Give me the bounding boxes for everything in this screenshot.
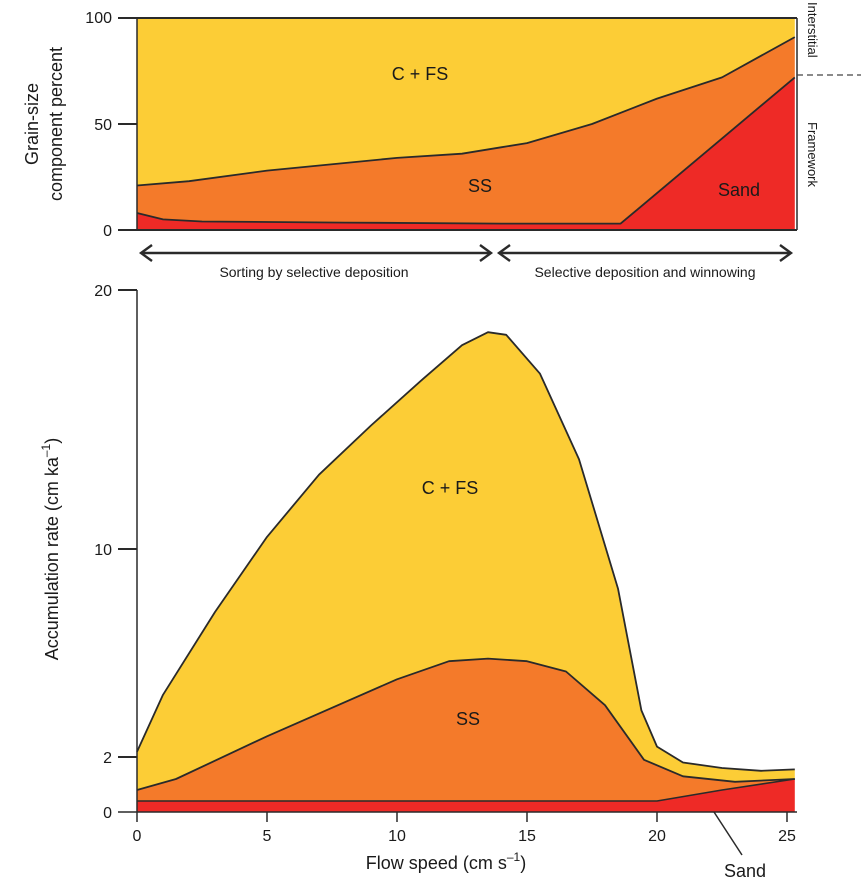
label-interstitial: Interstitial	[805, 2, 820, 58]
arrow-left-head-left	[138, 244, 153, 262]
label-framework: Framework	[805, 122, 820, 188]
bottom-xlabel-end: )	[520, 853, 526, 873]
bottom-ss-boundary-line	[136, 657, 795, 791]
bottom-ylabel-end: )	[42, 438, 62, 444]
top-label-ss: SS	[468, 176, 492, 196]
bottom-ytick-label-20: 20	[94, 283, 112, 300]
bottom-label-ss: SS	[456, 709, 480, 729]
top-ytick-label-50: 50	[94, 117, 112, 134]
bottom-label-sand: Sand	[724, 861, 766, 881]
arrow-row: Sorting by selective deposition Selectiv…	[138, 244, 794, 280]
top-label-sand: Sand	[718, 180, 760, 200]
top-sand-boundary-line	[136, 76, 796, 225]
xtick-label-0: 0	[133, 828, 142, 845]
arrow-left-head-right	[479, 244, 494, 262]
top-ytick-label-0: 0	[103, 223, 112, 240]
bottom-panel: 20 10 2 0 0 5 10 15 20 25 Flow speed (cm…	[39, 283, 797, 881]
bottom-ytick-label-10: 10	[94, 542, 112, 559]
top-panel: 100 50 0 Grain-size component percent C …	[22, 2, 861, 240]
top-label-cfs: C + FS	[392, 64, 449, 84]
bottom-ytick-label-0: 0	[103, 805, 112, 822]
bottom-ylabel-sup: –1	[39, 443, 53, 457]
arrow-right-head-left	[496, 244, 511, 262]
top-ss-boundary-line	[136, 36, 796, 187]
top-ss-area	[137, 37, 795, 224]
bottom-cfs-area	[137, 332, 795, 790]
top-ylabel-line2: component percent	[46, 47, 66, 201]
top-sand-area	[137, 77, 795, 231]
bottom-sand-boundary-line	[137, 778, 795, 802]
top-ytick-label-100: 100	[85, 10, 112, 27]
bottom-ss-area	[137, 658, 795, 801]
sand-leader-line	[713, 811, 743, 856]
bottom-label-cfs: C + FS	[422, 478, 479, 498]
xtick-label-10: 10	[388, 828, 406, 845]
xtick-label-5: 5	[263, 828, 272, 845]
bottom-xlabel: Flow speed (cm s–1)	[366, 850, 526, 873]
top-ylabel-line1: Grain-size	[22, 83, 42, 165]
bottom-xlabel-main: Flow speed (cm s	[366, 853, 507, 873]
bottom-ytick-label-2: 2	[103, 750, 112, 767]
arrow-right-head-right	[779, 244, 794, 262]
arrow-left-label: Sorting by selective deposition	[219, 264, 408, 280]
bottom-total-boundary-line	[136, 331, 795, 772]
xtick-label-15: 15	[518, 828, 536, 845]
xtick-label-25: 25	[778, 828, 796, 845]
bottom-ylabel-main: Accumulation rate (cm ka	[42, 456, 62, 660]
bottom-sand-area	[137, 779, 795, 812]
bottom-ylabel: Accumulation rate (cm ka–1)	[39, 438, 62, 660]
top-cfs-area	[137, 18, 795, 186]
bottom-xlabel-sup: –1	[507, 850, 521, 864]
xtick-label-20: 20	[648, 828, 666, 845]
arrow-right-label: Selective deposition and winnowing	[534, 264, 755, 280]
